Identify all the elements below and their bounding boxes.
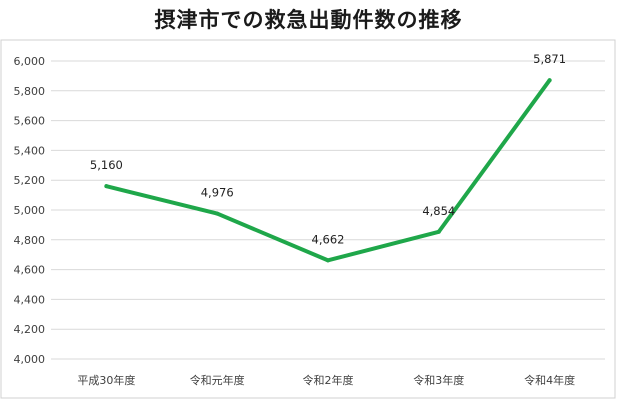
y-axis-tick-labels: 4,000 4,200 4,400 4,600 4,800 5,000 5,200 5,400… [14, 55, 46, 366]
data-point [547, 78, 552, 83]
y-tick-label: 5,600 [14, 115, 46, 128]
x-tick-label: 令和元年度 [190, 373, 245, 387]
data-point [215, 211, 220, 216]
y-tick-label: 5,800 [14, 85, 46, 98]
data-label: 4,976 [201, 186, 234, 200]
y-tick-label: 5,000 [14, 204, 46, 217]
data-label: 4,662 [312, 232, 345, 246]
y-tick-label: 4,400 [14, 293, 46, 306]
y-tick-label: 6,000 [14, 55, 46, 68]
data-label: 5,160 [90, 158, 123, 172]
data-labels: 5,160 4,976 4,662 4,854 5,871 [90, 52, 566, 246]
x-axis-tick-labels: 平成30年度 令和元年度 令和2年度 令和3年度 令和4年度 [77, 373, 575, 387]
chart-title: 摂津市での救急出動件数の推移 [154, 8, 463, 32]
series-layer [104, 78, 552, 263]
x-tick-label: 令和2年度 [303, 373, 354, 387]
data-point [104, 184, 109, 189]
data-point [436, 229, 441, 234]
data-label: 4,854 [422, 204, 455, 218]
data-label: 5,871 [533, 52, 566, 66]
y-tick-label: 5,200 [14, 174, 46, 187]
y-tick-label: 4,800 [14, 234, 46, 247]
gridlines [51, 60, 605, 360]
x-tick-label: 令和3年度 [413, 373, 464, 387]
y-tick-label: 4,000 [14, 353, 46, 366]
data-point [326, 258, 330, 263]
x-tick-label: 令和4年度 [524, 373, 575, 387]
y-tick-label: 5,400 [14, 144, 46, 157]
chart-border [0, 39, 616, 399]
y-tick-label: 4,200 [14, 323, 46, 336]
x-tick-label: 平成30年度 [77, 373, 135, 387]
y-tick-label: 4,600 [14, 264, 46, 277]
